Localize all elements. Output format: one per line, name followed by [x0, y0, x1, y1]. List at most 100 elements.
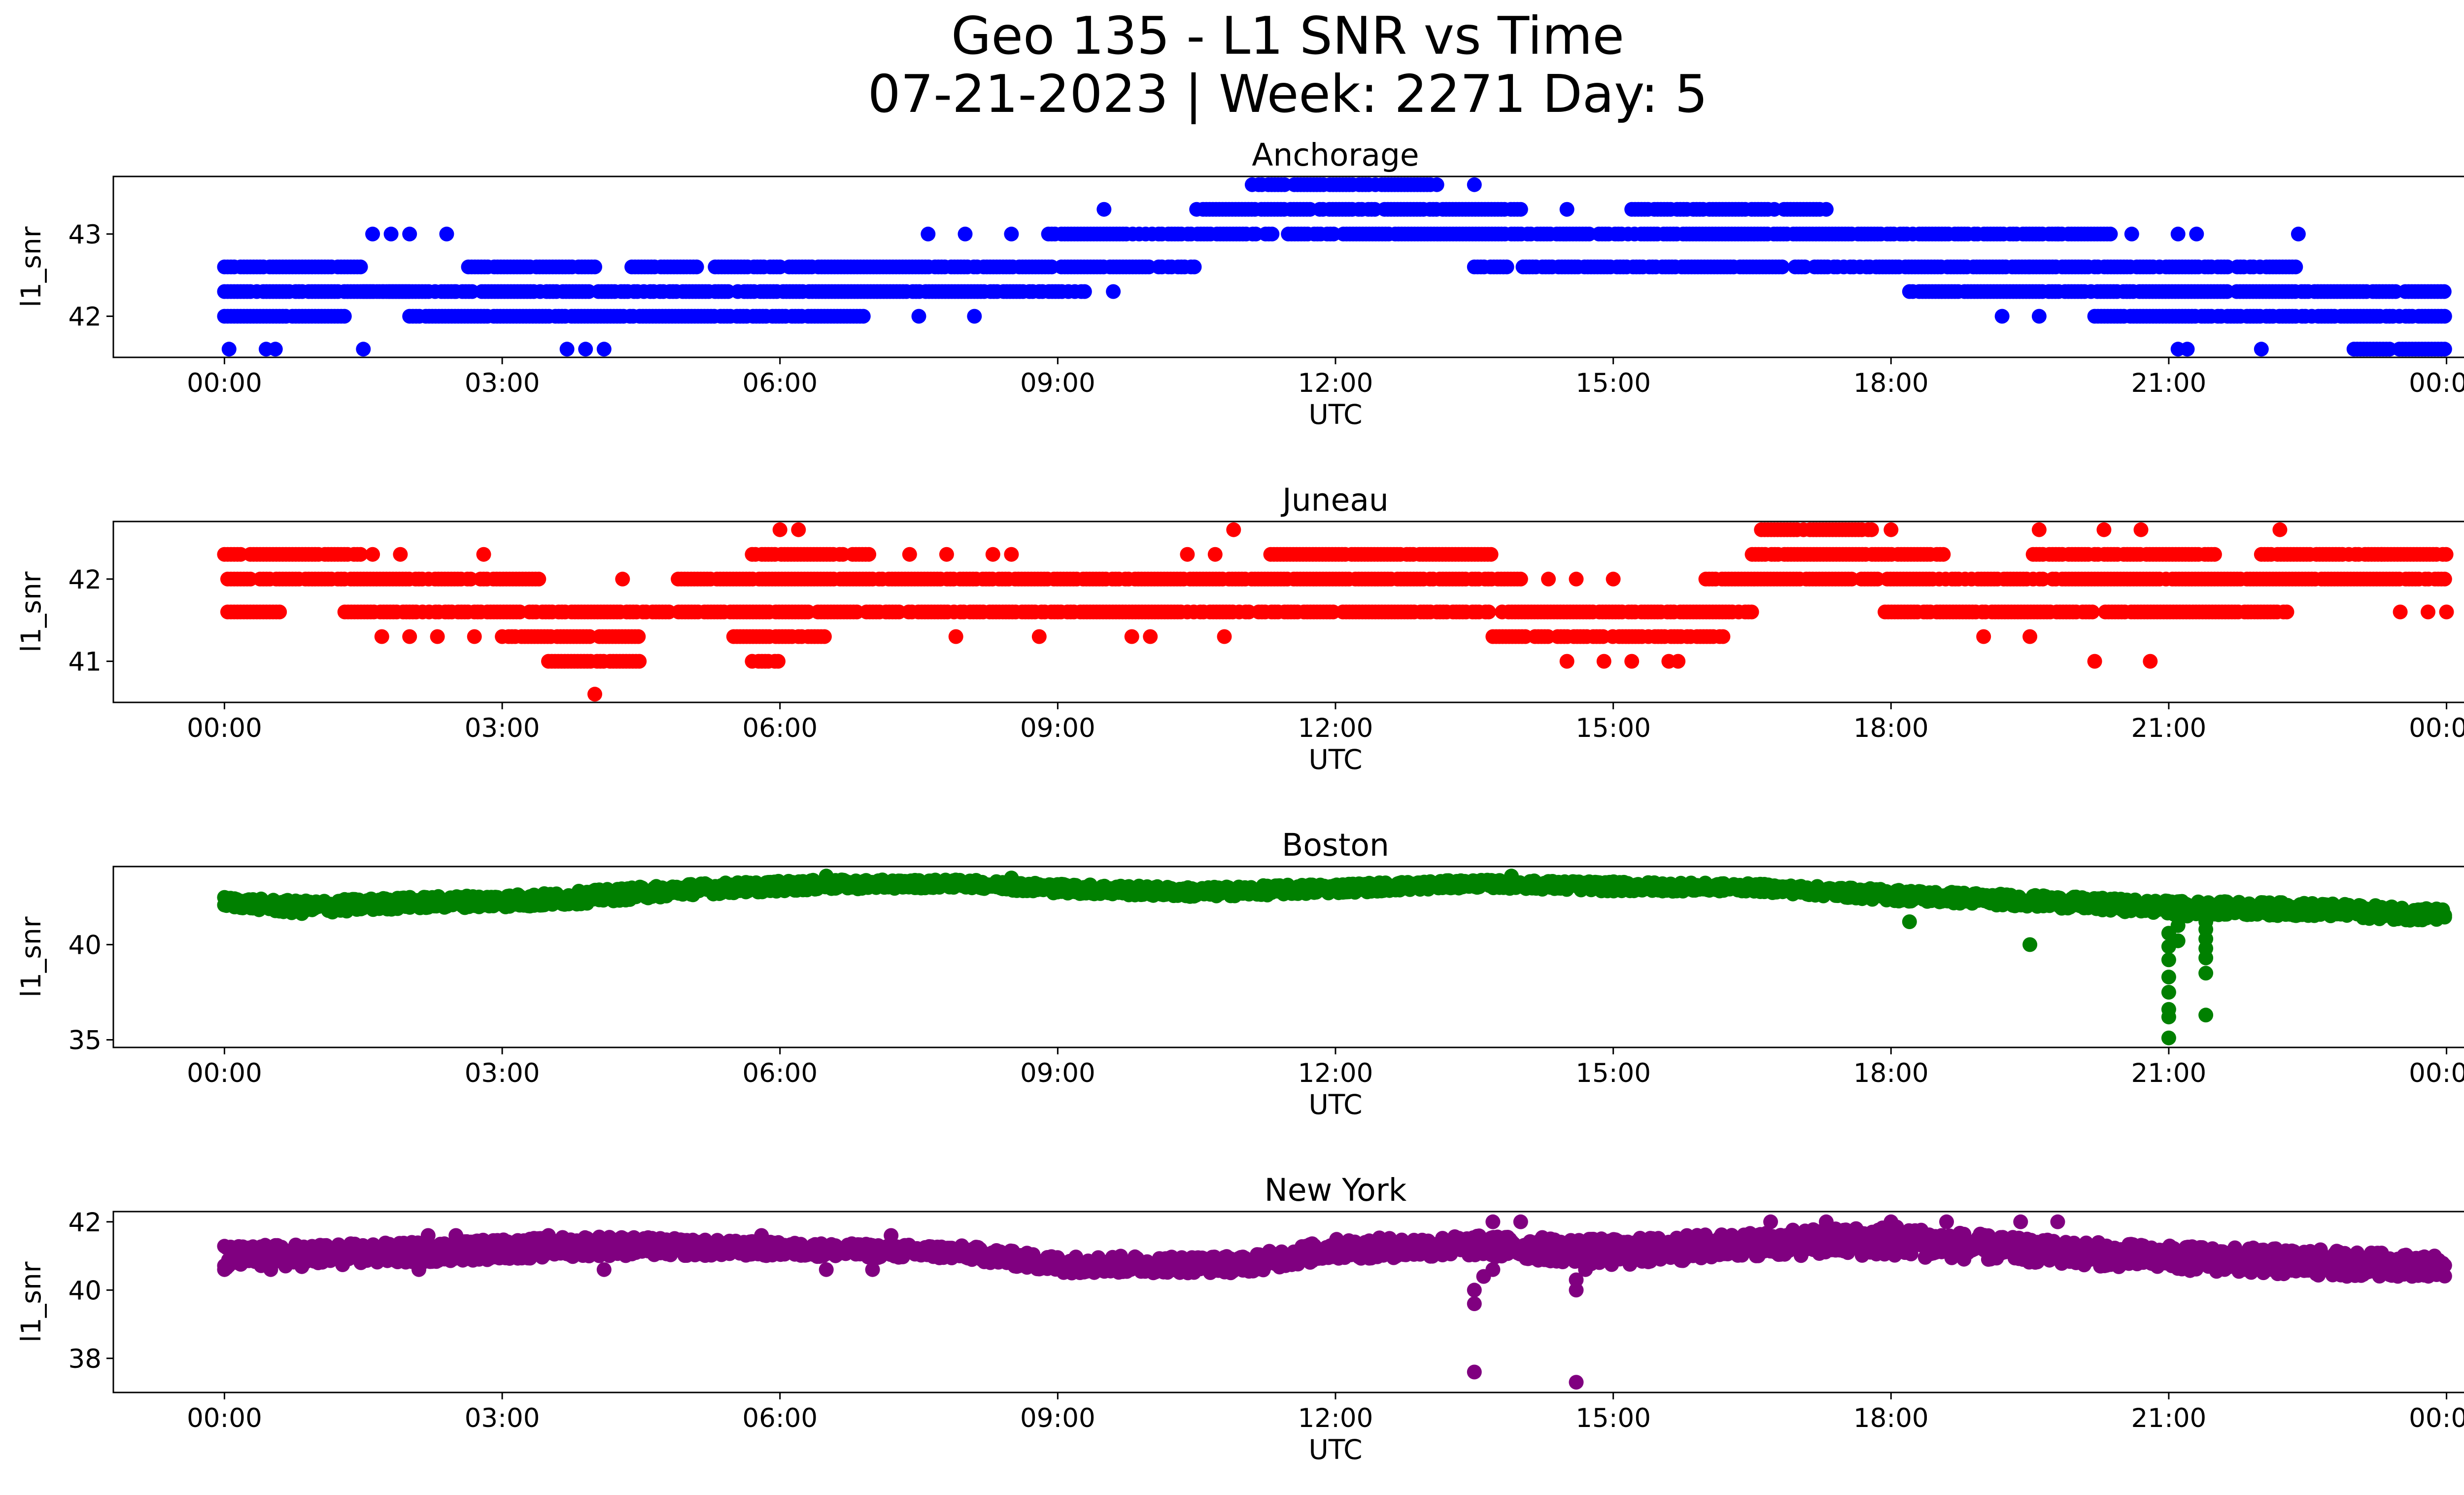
data-point [1217, 629, 1232, 644]
data-point [374, 629, 389, 644]
data-point [689, 259, 704, 275]
data-point [2439, 604, 2454, 620]
data-point [2133, 522, 2149, 537]
data-point [221, 342, 237, 357]
y-tick-label: 41 [68, 647, 102, 677]
data-point [1936, 547, 1951, 562]
data-point [1031, 629, 1047, 644]
data-point [1994, 309, 2010, 324]
data-point [2254, 342, 2269, 357]
x-tick-label: 12:00 [1298, 713, 1373, 743]
data-point [1818, 202, 1834, 217]
data-point [902, 547, 917, 562]
data-point [272, 604, 287, 620]
data-point [985, 547, 1000, 562]
data-point [353, 547, 368, 562]
data-point [1513, 571, 1528, 587]
data-point [596, 342, 612, 357]
data-point [791, 522, 806, 537]
data-point [1096, 202, 1112, 217]
data-point [2291, 226, 2306, 242]
data-point [967, 309, 982, 324]
data-point [1187, 259, 1202, 275]
data-point [817, 629, 832, 644]
data-point [2031, 522, 2047, 537]
figure-title: Geo 135 - L1 SNR vs Time 07-21-2023 | We… [0, 7, 2464, 123]
data-point [2143, 654, 2158, 669]
x-tick-label: 00:00 [2409, 368, 2464, 398]
x-tick-label: 21:00 [2131, 713, 2207, 743]
data-point [476, 547, 491, 562]
data-point [1569, 571, 1584, 587]
data-point [337, 309, 352, 324]
data-point [1744, 604, 1759, 620]
data-point [921, 226, 936, 242]
data-point [531, 571, 547, 587]
data-point [1467, 177, 1482, 192]
data-point [772, 522, 787, 537]
x-tick-label: 15:00 [1575, 713, 1651, 743]
x-tick-label: 06:00 [742, 368, 818, 398]
data-point [1481, 604, 1496, 620]
data-point [365, 547, 380, 562]
data-point [2085, 604, 2100, 620]
data-point [1180, 547, 1195, 562]
x-tick-label: 12:00 [1298, 368, 1373, 398]
x-tick-label: 21:00 [2131, 368, 2207, 398]
data-point [2438, 547, 2454, 562]
data-point [439, 226, 454, 242]
data-point [356, 342, 371, 357]
y-axis-label: l1_snr [15, 226, 47, 307]
x-axis-label: UTC [1308, 399, 1362, 430]
data-point [1124, 629, 1139, 644]
data-point [2393, 604, 2408, 620]
data-point [2189, 226, 2204, 242]
data-point [365, 226, 380, 242]
data-point [2180, 342, 2195, 357]
figure-title-line1: Geo 135 - L1 SNR vs Time [951, 6, 1625, 66]
data-point [2207, 547, 2222, 562]
data-point [587, 687, 602, 702]
y-tick-label: 43 [68, 220, 102, 250]
data-points [217, 522, 2454, 702]
data-point [2272, 522, 2288, 537]
data-point [861, 547, 877, 562]
data-point [1671, 654, 1686, 669]
data-point [2436, 284, 2452, 299]
data-point [2279, 604, 2294, 620]
figure-title-line2: 07-21-2023 | Week: 2271 Day: 5 [867, 64, 1708, 124]
data-point [1226, 522, 1241, 537]
data-point [632, 654, 647, 669]
data-point [1775, 259, 1790, 275]
data-point [2087, 654, 2102, 669]
data-point [467, 629, 482, 644]
data-point [1106, 284, 1121, 299]
x-axis-label: UTC [1308, 744, 1362, 775]
data-point [2437, 309, 2452, 324]
data-point [958, 226, 973, 242]
data-point [1864, 522, 1879, 537]
data-point [1559, 654, 1574, 669]
data-point [268, 342, 283, 357]
data-point [402, 629, 417, 644]
data-point [1513, 202, 1528, 217]
data-point [1143, 629, 1158, 644]
data-points [217, 177, 2452, 357]
data-point [559, 342, 575, 357]
y-axis-label: l1_snr [15, 571, 47, 652]
data-point [948, 629, 963, 644]
data-point [2288, 259, 2303, 275]
data-point [1624, 654, 1640, 669]
data-point [2022, 629, 2038, 644]
data-point [578, 342, 593, 357]
data-point [1559, 202, 1574, 217]
data-point [615, 571, 630, 587]
data-point [2170, 226, 2186, 242]
x-tick-label: 03:00 [465, 368, 540, 398]
x-tick-label: 00:00 [187, 368, 262, 398]
x-tick-label: 00:00 [187, 713, 262, 743]
data-point [430, 629, 445, 644]
data-point [587, 259, 602, 275]
